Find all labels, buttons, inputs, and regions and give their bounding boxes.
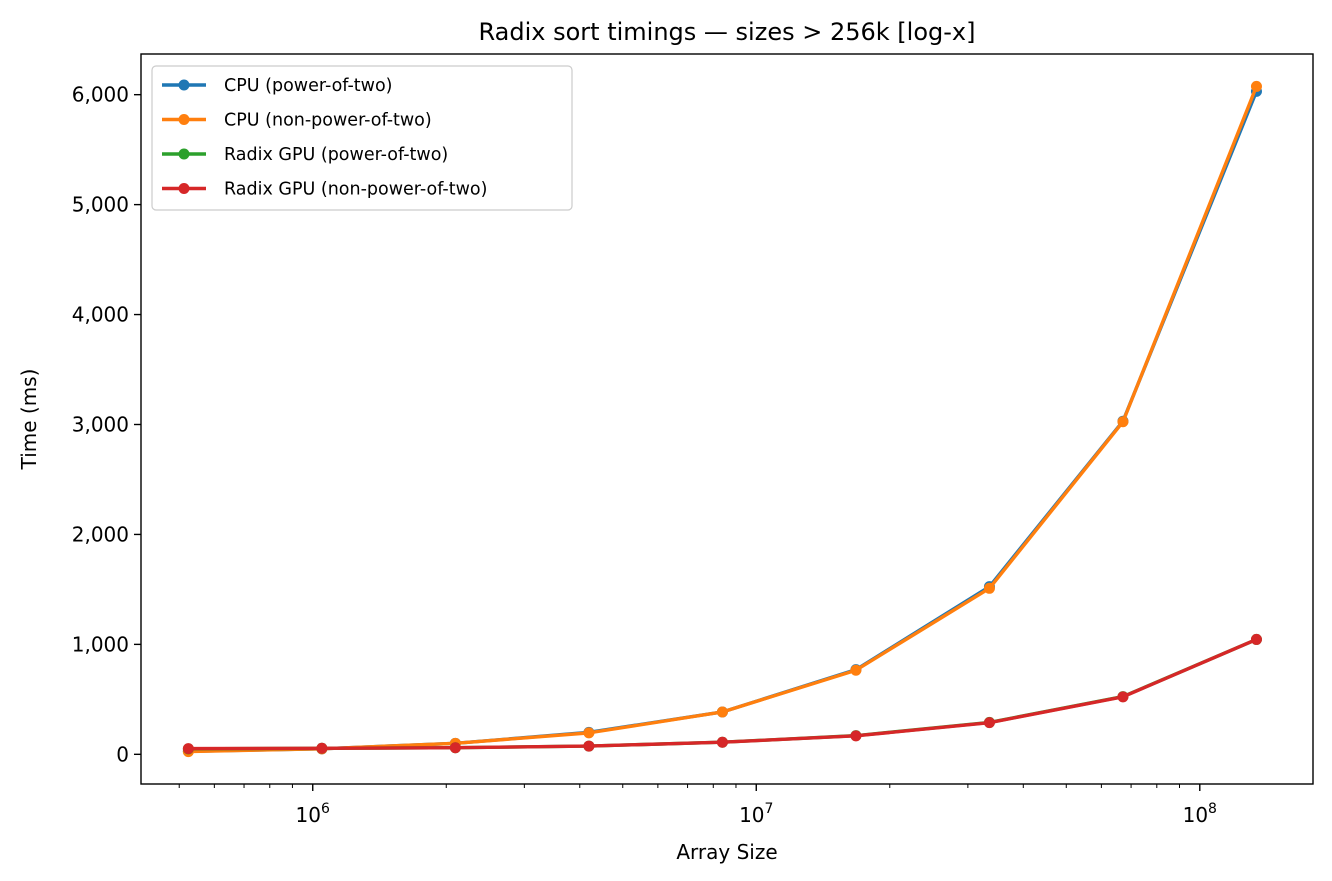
y-tick-label: 0 [116,742,129,766]
data-point [583,740,595,752]
y-tick-label: 4,000 [72,303,129,327]
legend-item: CPU (non-power-of-two) [162,111,432,131]
data-point [182,743,194,755]
x-tick-label: 108 [1183,801,1217,827]
data-point [1250,80,1262,92]
series-line [186,637,1259,751]
legend-label: CPU (power-of-two) [224,76,393,96]
x-tick-label: 107 [739,801,773,827]
legend-label: Radix GPU (non-power-of-two) [224,180,487,200]
series-3 [182,633,1262,755]
legend-label: Radix GPU (power-of-two) [224,145,448,165]
y-tick-label: 3,000 [72,412,129,436]
legend-item: CPU (power-of-two) [162,76,393,96]
legend-label: CPU (non-power-of-two) [224,111,432,131]
x-axis-label: Array Size [676,840,777,864]
data-point [316,742,328,754]
legend-box [151,65,573,211]
data-point [716,706,728,718]
legend: CPU (power-of-two) CPU (non-power-of-two)… [151,65,573,211]
y-tick-label: 1,000 [72,632,129,656]
legend-marker [178,183,190,194]
x-tick-label: 106 [296,801,330,827]
data-point [850,664,862,676]
data-point [716,736,728,748]
y-axis-label: Time (ms) [17,369,41,471]
legend-item: Radix GPU (non-power-of-two) [162,180,487,200]
data-point [583,727,595,739]
data-point [1117,691,1129,703]
data-point [449,742,461,754]
legend-marker [178,114,190,125]
data-point [850,730,862,742]
data-point [1117,416,1129,428]
y-tick-label: 5,000 [72,193,129,217]
data-point [983,582,995,594]
chart-title: Radix sort timings — sizes > 256k [log-x… [479,18,976,46]
legend-marker [178,79,190,91]
legend-item: Radix GPU (power-of-two) [162,145,448,165]
y-tick-label: 6,000 [72,83,129,107]
data-point [983,717,995,729]
data-point [1250,633,1262,645]
y-tick-label: 2,000 [72,522,129,546]
plot-frame [140,53,1314,785]
series-4 [182,633,1262,755]
legend-marker [178,148,190,160]
series-line [186,637,1259,751]
